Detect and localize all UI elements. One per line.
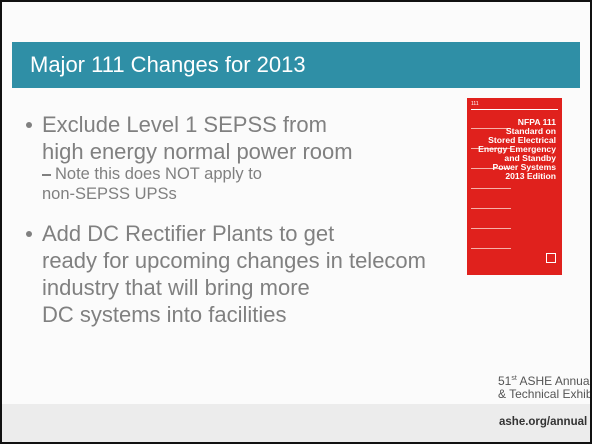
cover-number: 111 bbox=[471, 101, 479, 107]
title: Major 111 Changes for 2013 bbox=[30, 52, 306, 78]
cover-rule bbox=[471, 188, 511, 189]
ordinal: 51 bbox=[498, 374, 511, 388]
bullet-marker bbox=[26, 122, 32, 128]
header-bar: Major 111 Changes for 2013 bbox=[12, 42, 580, 88]
cover-rule bbox=[471, 248, 511, 249]
bullet-line: Add DC Rectifier Plants to get bbox=[42, 220, 334, 247]
footer-url: ashe.org/annual bbox=[499, 416, 587, 428]
footer-bar: ashe.org/annual bbox=[2, 404, 590, 442]
conference-name: ASHE Annual Conference bbox=[517, 374, 592, 388]
book-cover: 111 NFPA 111 Standard on Stored Electric… bbox=[467, 98, 562, 275]
bullet-line: industry that will bring more bbox=[42, 274, 310, 301]
conference-line: & Technical Exhibition bbox=[498, 387, 592, 401]
conference-line: 51st ASHE Annual Conference bbox=[498, 374, 592, 388]
cover-rule bbox=[471, 228, 511, 229]
cover-rule bbox=[471, 109, 558, 110]
cover-text: 2013 Edition bbox=[505, 172, 556, 181]
bullet-marker bbox=[26, 231, 32, 237]
sub-line: non-SEPSS UPSs bbox=[42, 184, 177, 204]
bullet-line: Exclude Level 1 SEPSS from bbox=[42, 111, 327, 138]
sub-marker bbox=[42, 174, 51, 176]
bullet-line: DC systems into facilities bbox=[42, 301, 287, 328]
bullet-line: high energy normal power room bbox=[42, 138, 353, 165]
bullet-line: ready for upcoming changes in telecom bbox=[42, 247, 426, 274]
slide: Major 111 Changes for 2013 Exclude Level… bbox=[0, 0, 592, 444]
sub-line: Note this does NOT apply to bbox=[55, 164, 262, 184]
cover-rule bbox=[471, 208, 511, 209]
cover-logo bbox=[546, 253, 556, 263]
